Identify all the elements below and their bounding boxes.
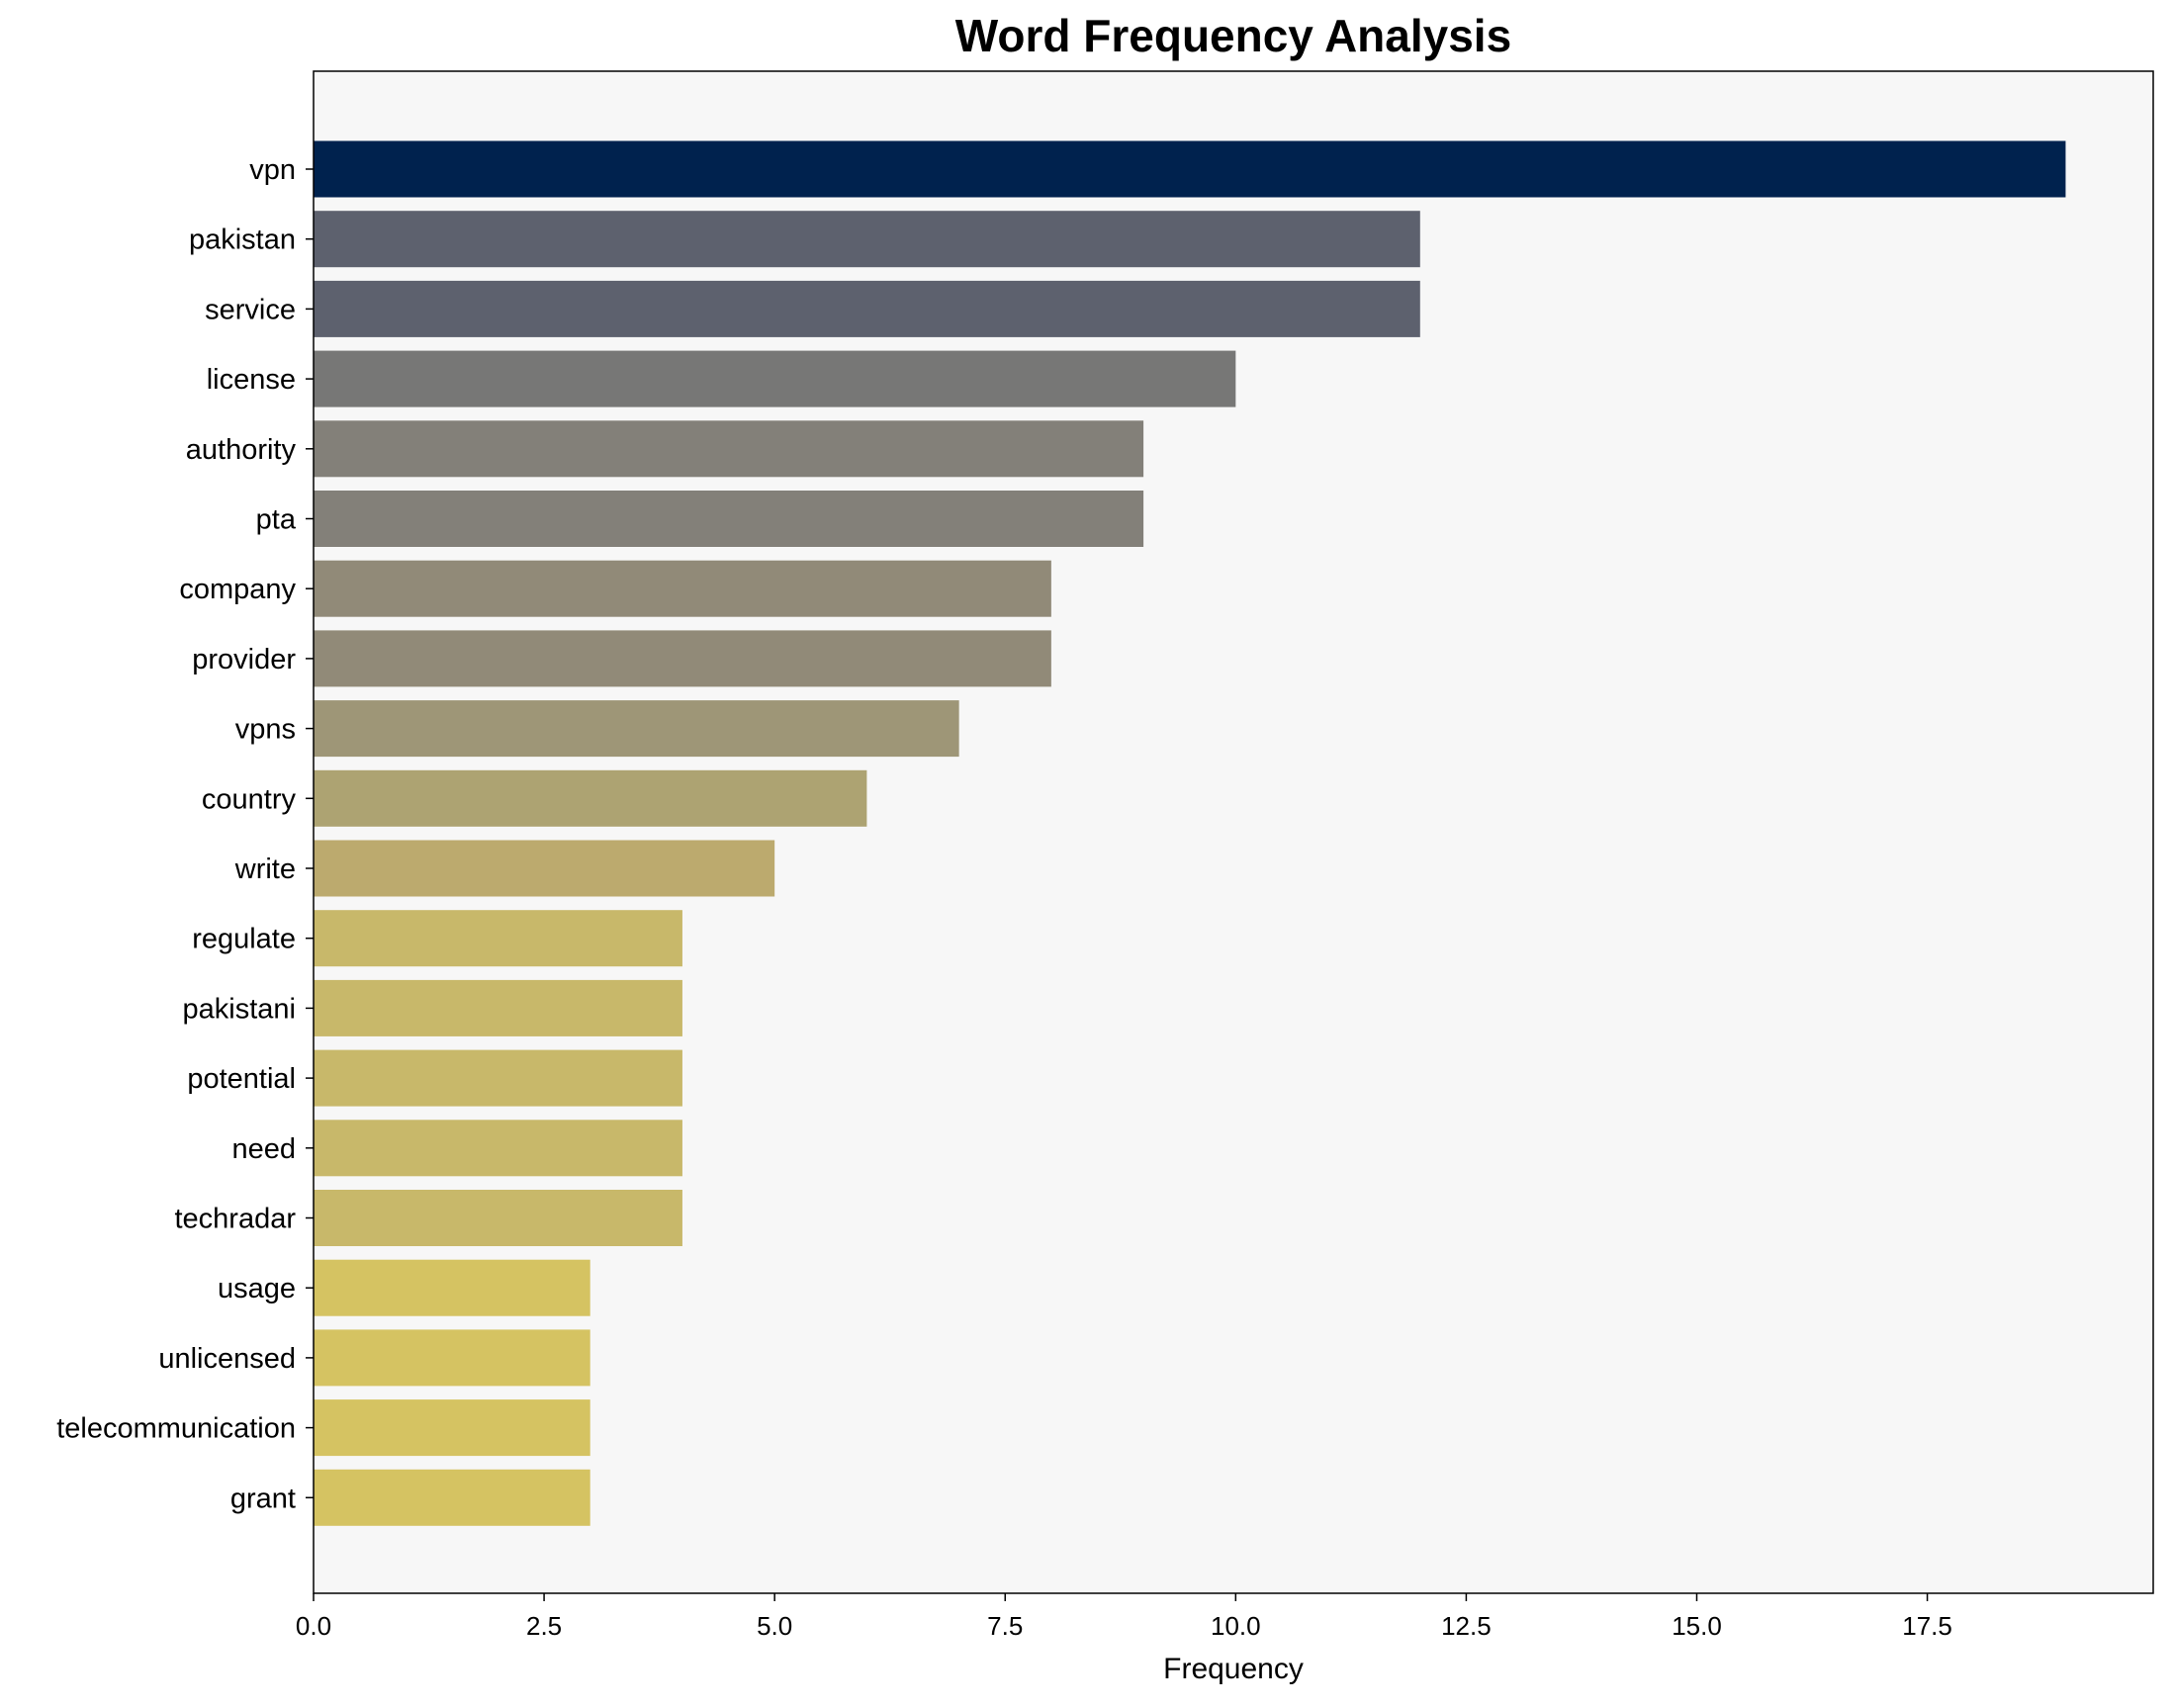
bar-usage (314, 1259, 590, 1316)
y-tick-label-service: service (205, 294, 296, 325)
y-tick-label-vpn: vpn (249, 154, 296, 186)
y-tick-label-need: need (231, 1133, 296, 1165)
y-tick-label-license: license (207, 364, 296, 396)
bar-provider (314, 630, 1051, 687)
y-tick-label-usage: usage (218, 1273, 296, 1304)
y-tick-label-pakistan: pakistan (189, 225, 296, 256)
x-axis-ticks: 0.0 2.5 5.0 7.5 10.0 12.5 15.0 17.5 (296, 1593, 1952, 1641)
y-tick-label-grant: grant (230, 1483, 296, 1514)
y-tick-label-provider: provider (192, 644, 296, 675)
bars-group (314, 140, 2066, 1526)
bar-techradar (314, 1190, 682, 1246)
y-tick-label-telecommunication: telecommunication (56, 1413, 296, 1445)
bar-telecommunication (314, 1399, 590, 1457)
y-tick-label-regulate: regulate (192, 924, 296, 955)
y-tick-label-techradar: techradar (174, 1204, 296, 1235)
bar-vpns (314, 700, 959, 758)
bar-vpn (314, 140, 2066, 198)
x-tick-label: 10.0 (1211, 1611, 1261, 1641)
y-tick-label-company: company (179, 574, 296, 605)
x-tick-label: 5.0 (757, 1611, 792, 1641)
y-tick-label-potential: potential (187, 1063, 296, 1095)
y-tick-label-pta: pta (256, 504, 297, 536)
y-tick-label-vpns: vpns (235, 714, 296, 746)
x-tick-label: 17.5 (1902, 1611, 1952, 1641)
y-tick-label-unlicensed: unlicensed (158, 1343, 296, 1375)
plot-frame (313, 70, 2154, 1594)
y-tick-label-authority: authority (186, 434, 297, 466)
bar-unlicensed (314, 1329, 590, 1387)
bar-regulate (314, 910, 682, 967)
x-axis-label: Frequency (1163, 1653, 1304, 1685)
bar-write (314, 840, 775, 897)
bar-grant (314, 1469, 590, 1526)
bar-pakistani (314, 979, 682, 1036)
x-tick-label: 0.0 (296, 1611, 331, 1641)
y-axis-labels: vpn pakistan service license authority pta com… (56, 154, 314, 1514)
bar-country (314, 769, 867, 827)
y-tick-label-write: write (234, 854, 296, 885)
x-tick-label: 2.5 (526, 1611, 562, 1641)
bar-service (314, 280, 1420, 337)
bar-pta (314, 491, 1144, 547)
x-tick-label: 7.5 (987, 1611, 1023, 1641)
chart-title: Word Frequency Analysis (955, 10, 1511, 61)
y-tick-label-pakistani: pakistani (183, 993, 296, 1025)
bar-license (314, 350, 1236, 407)
bar-need (314, 1120, 682, 1177)
bar-potential (314, 1049, 682, 1107)
y-tick-label-country: country (202, 783, 297, 815)
bar-pakistan (314, 211, 1420, 268)
x-tick-label: 12.5 (1441, 1611, 1492, 1641)
bar-company (314, 560, 1051, 617)
x-tick-label: 15.0 (1672, 1611, 1722, 1641)
bar-authority (314, 420, 1144, 478)
